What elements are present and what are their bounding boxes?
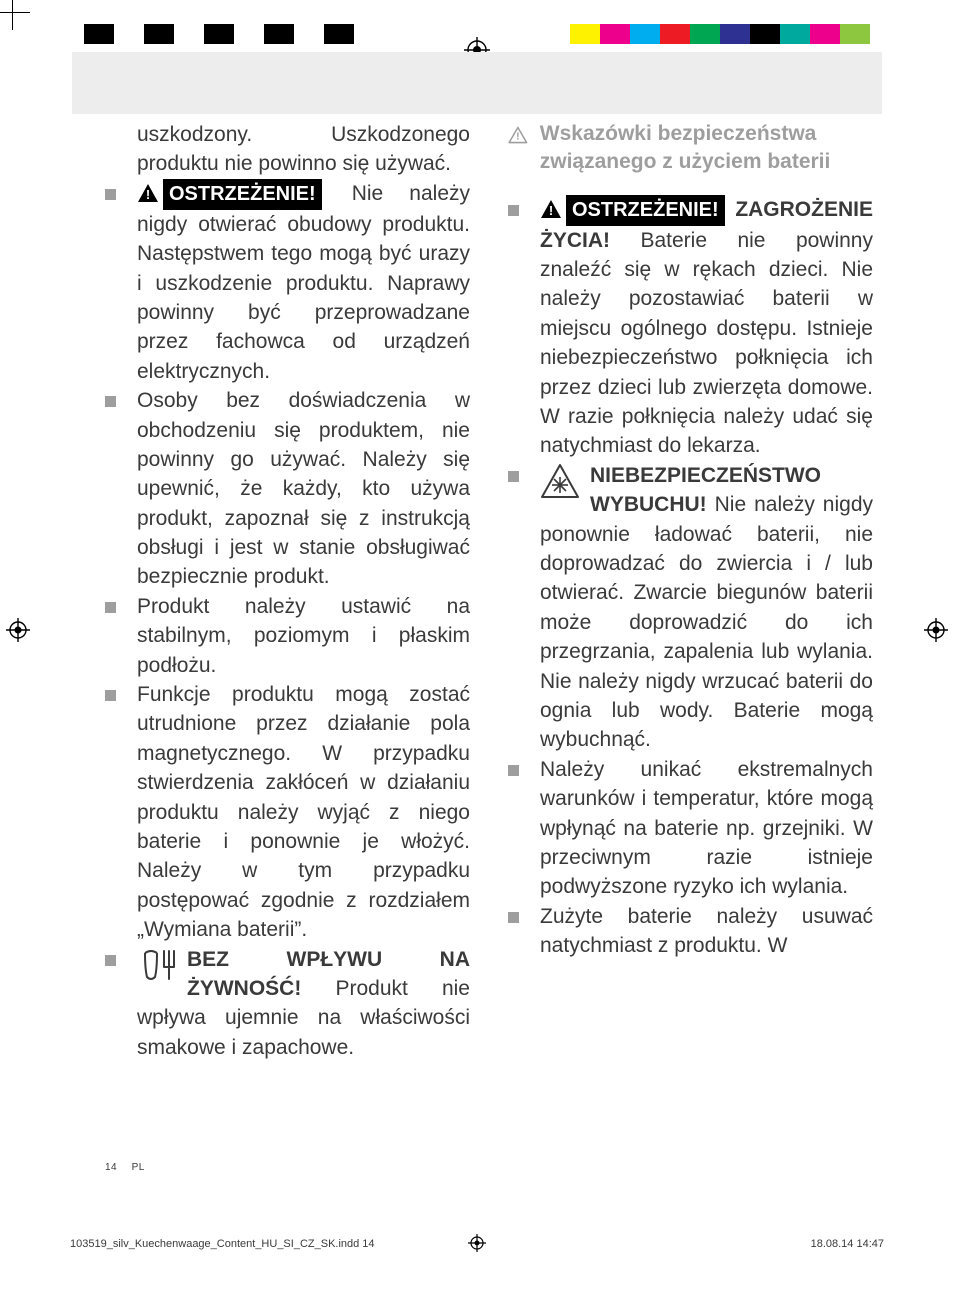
list-item: !OSTRZEŻENIE! ZAGROŻENIE ŻYCIA! Baterie … (508, 195, 873, 461)
column-left: uszkodzony. Uszkodzonego produktu nie po… (105, 120, 470, 1062)
text: Baterie nie powinny znaleźć się w rękach… (540, 229, 873, 458)
text: Należy unikać ekstremalnych warunków i t… (540, 758, 873, 899)
document-body: uszkodzony. Uszkodzonego produktu nie po… (105, 120, 882, 1135)
column-right: ! Wskazówki bezpieczeństwa związanego z … (508, 120, 873, 1062)
paragraph: uszkodzony. Uszkodzonego produktu nie po… (105, 120, 470, 179)
registration-mark-icon (6, 618, 30, 642)
page-lang: PL (132, 1162, 145, 1173)
section-title: Wskazówki bezpieczeństwa związanego z uż… (540, 120, 873, 177)
slug-date: 18.08.14 14:47 (811, 1238, 884, 1250)
text: Produkt należy ustawić na stabilnym, poz… (137, 595, 470, 677)
list-item: Zużyte baterie należy usuwać natychmiast… (508, 902, 873, 961)
text: Osoby bez doświadczenia w obchodzeniu si… (137, 389, 470, 588)
warning-label: OSTRZEŻENIE! (163, 179, 322, 210)
list-item: NIEBEZPIECZEŃSTWO WYBUCHU! Nie należy ni… (508, 461, 873, 755)
text: Funkcje produktu mogą zostać utrudnione … (137, 683, 470, 941)
list-item: ! OSTRZEŻENIE! Nie należy nigdy otwierać … (105, 179, 470, 386)
svg-text:!: ! (146, 187, 150, 202)
text: Zużyte baterie należy usuwać natychmiast… (540, 905, 873, 957)
list-item: Osoby bez doświadczenia w obchodzeniu si… (105, 386, 470, 592)
text: Nie należy nigdy otwierać obudowy produk… (137, 182, 470, 383)
list-item: BEZ WPŁYWU NA ŻYWNOŚĆ! Produkt nie wpływ… (105, 945, 470, 1063)
food-safe-icon (137, 947, 177, 983)
svg-text:!: ! (549, 203, 553, 218)
warning-triangle-icon: ! (137, 183, 159, 203)
warning-triangle-icon: ! (540, 199, 562, 219)
explosion-hazard-icon (540, 463, 580, 499)
page-footer: 14 PL (105, 1157, 145, 1175)
svg-text:!: ! (516, 132, 519, 143)
list-item: Funkcje produktu mogą zostać utrudnione … (105, 680, 470, 945)
header-band (72, 52, 882, 114)
section-heading: ! Wskazówki bezpieczeństwa związanego z … (508, 120, 873, 177)
registration-mark-icon (924, 618, 948, 642)
slug-filename: 103519_silv_Kuechenwaage_Content_HU_SI_C… (70, 1238, 375, 1250)
list-item: Produkt należy ustawić na stabilnym, poz… (105, 592, 470, 680)
registration-mark-icon (468, 1234, 486, 1252)
list-item: Należy unikać ekstremalnych warunków i t… (508, 755, 873, 902)
printer-colorbars (0, 24, 954, 44)
page-number: 14 (105, 1162, 117, 1173)
warning-triangle-outline-icon: ! (508, 120, 528, 150)
warning-label: OSTRZEŻENIE! (566, 195, 725, 226)
text: Nie należy nigdy ponownie ładować bateri… (540, 493, 873, 751)
crop-mark (0, 12, 30, 13)
print-slug: 103519_silv_Kuechenwaage_Content_HU_SI_C… (70, 1238, 884, 1250)
